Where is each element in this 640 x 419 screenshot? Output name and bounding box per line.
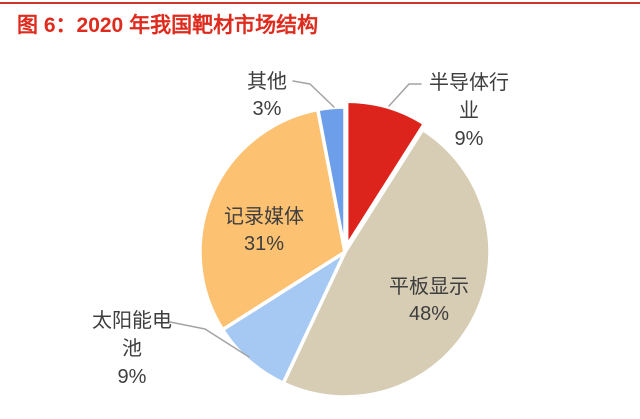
figure-title: 图 6：2020 年我国靶材市场结构 [17, 14, 319, 37]
slice-label-2-line-2: 9% [118, 366, 147, 388]
slice-label-2-line-1: 池 [122, 337, 142, 360]
leader-line-2 [169, 321, 250, 358]
pie-slice-1 [281, 127, 492, 399]
slice-label-1-line-1: 48% [409, 303, 449, 325]
slice-label-3-line-1: 31% [244, 233, 284, 255]
pie-slice-4 [316, 105, 347, 254]
top-rule [0, 2, 640, 4]
slice-label-4-line-1: 3% [253, 98, 282, 120]
slice-label-0-line-0: 半导体行 [429, 71, 509, 94]
pie-slice-3 [198, 107, 347, 332]
slice-label-3-line-0: 记录媒体 [224, 205, 304, 228]
leader-line-4 [292, 80, 335, 108]
pie-slice-0 [344, 99, 427, 248]
slice-label-0-line-1: 业 [459, 99, 479, 122]
leader-line-0 [388, 83, 422, 107]
slice-label-1-line-0: 平板显示 [389, 275, 469, 298]
slice-label-4-line-0: 其他 [247, 70, 287, 93]
slice-label-0-line-2: 9% [455, 128, 484, 150]
slice-label-2-line-0: 太阳能电 [92, 309, 172, 332]
